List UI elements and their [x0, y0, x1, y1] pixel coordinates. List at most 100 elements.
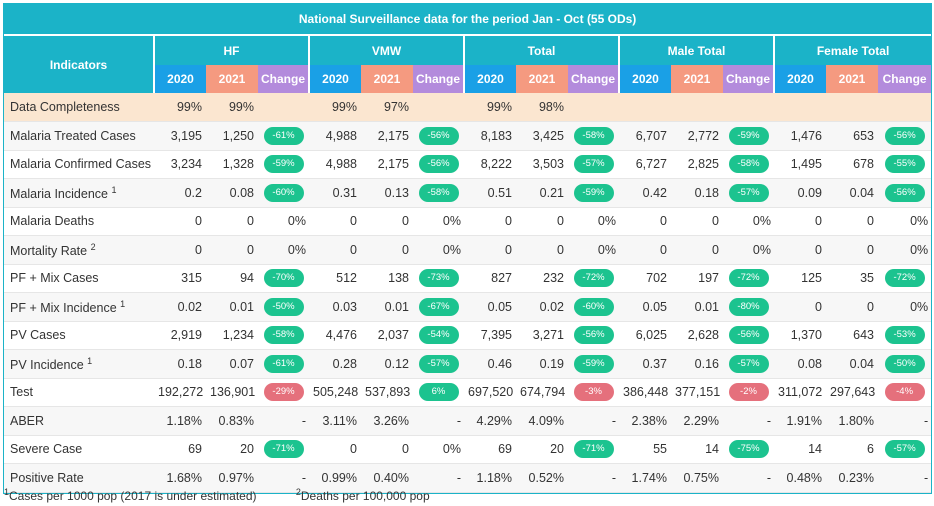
change-cell: -56%: [878, 178, 932, 208]
value-2020: 0: [154, 235, 206, 265]
change-cell: -56%: [413, 121, 464, 151]
change-badge: -60%: [263, 183, 304, 202]
year-header-2020: 2020: [773, 65, 826, 93]
change-cell: -61%: [258, 121, 309, 151]
indicator-label: Positive Rate: [4, 463, 154, 493]
value-2020: 0.51: [464, 178, 516, 208]
value-2021: 0.16: [671, 349, 723, 379]
value-2020: 3,234: [154, 150, 206, 179]
value-2021: 35: [826, 264, 878, 293]
surveillance-table-frame: National Surveillance data for the perio…: [3, 3, 932, 494]
value-2020: 2,919: [154, 321, 206, 350]
value-2021: 0.04: [826, 178, 878, 208]
indicator-label-text: Positive Rate: [10, 470, 84, 485]
change-badge: -80%: [728, 297, 769, 316]
change-cell: -58%: [723, 150, 774, 179]
year-header-2020: 2020: [153, 65, 206, 93]
value-2020: 1,370: [774, 321, 826, 350]
value-2021: 1,250: [206, 121, 258, 151]
value-2021: 20: [516, 435, 568, 464]
value-2020: 1.91%: [774, 406, 826, 436]
footnote-1-marker: 1: [4, 487, 10, 497]
table-row: PV Cases 2,919 1,234 -58% 4,476 2,037 -54% 7,39…: [4, 321, 932, 350]
value-2020: 0: [309, 235, 361, 265]
group-header-hf: HF: [153, 35, 309, 65]
value-2020: 1.68%: [154, 463, 206, 493]
table-row: Malaria Incidence 1 0.2 0.08 -60% 0.31 0.13 -5…: [4, 178, 932, 208]
value-2021: 3,271: [516, 321, 568, 350]
value-2021: 0.12: [361, 349, 413, 379]
value-2020: 386,448: [619, 378, 671, 407]
value-2021: 0.75%: [671, 463, 723, 493]
indicator-label: Malaria Treated Cases: [4, 121, 154, 151]
value-2021: 0.18: [671, 178, 723, 208]
value-2020: 0.03: [309, 292, 361, 322]
value-2021: 0: [516, 235, 568, 265]
change-badge: -59%: [728, 126, 769, 145]
change-badge: -57%: [728, 183, 769, 202]
change-badge: -72%: [884, 269, 925, 288]
value-2021: 98%: [516, 93, 568, 122]
change-cell: -: [568, 406, 619, 436]
value-2021: 0.07: [206, 349, 258, 379]
value-2020: 0: [309, 207, 361, 236]
change-cell: -57%: [878, 435, 932, 464]
value-2020: 697,520: [464, 378, 516, 407]
change-cell: -57%: [568, 150, 619, 179]
value-2020: 8,222: [464, 150, 516, 179]
value-2021: 2,772: [671, 121, 723, 151]
change-cell: -56%: [878, 121, 932, 151]
value-2021: 2,628: [671, 321, 723, 350]
value-2020: 6,727: [619, 150, 671, 179]
change-cell: -4%: [878, 378, 932, 407]
table-body: Data Completeness 99% 99% 99% 97% 99% 98% Malar…: [4, 93, 932, 493]
value-2021: 0: [361, 235, 413, 265]
change-cell: -71%: [258, 435, 309, 464]
value-2020: 702: [619, 264, 671, 293]
value-2021: [671, 93, 723, 122]
value-2021: 0: [516, 207, 568, 236]
change-cell: -72%: [568, 264, 619, 293]
indicator-label-text: Malaria Deaths: [10, 214, 95, 229]
value-2021: 232: [516, 264, 568, 293]
value-2021: 6: [826, 435, 878, 464]
table-row: Data Completeness 99% 99% 99% 97% 99% 98%: [4, 93, 932, 122]
change-cell: -58%: [258, 321, 309, 350]
value-2020: 0.02: [154, 292, 206, 322]
change-badge: -61%: [263, 354, 304, 373]
value-2021: 0: [826, 292, 878, 322]
footnotes: 1Cases per 1000 pop (2017 is under estim…: [4, 487, 466, 503]
value-2020: 4,988: [309, 121, 361, 151]
value-2021: 0.01: [206, 292, 258, 322]
change-cell: 6%: [413, 378, 464, 407]
change-badge: -4%: [884, 383, 925, 402]
value-2020: 0.28: [309, 349, 361, 379]
value-2021: 0.01: [361, 292, 413, 322]
indicator-label: Severe Case: [4, 435, 154, 464]
change-badge: -29%: [263, 383, 304, 402]
value-2020: 99%: [309, 93, 361, 122]
change-badge: -67%: [418, 297, 459, 316]
value-2021: 1,328: [206, 150, 258, 179]
value-2021: 643: [826, 321, 878, 350]
change-cell: [568, 93, 619, 122]
change-cell: -60%: [258, 178, 309, 208]
change-badge: -56%: [728, 326, 769, 345]
footnote-2-text: Deaths per 100,000 pop: [300, 489, 430, 503]
change-cell: -80%: [723, 292, 774, 322]
change-cell: -67%: [413, 292, 464, 322]
change-badge: -61%: [263, 126, 304, 145]
value-2021: 136,901: [206, 378, 258, 407]
change-badge: -70%: [263, 269, 304, 288]
value-2020: 1.74%: [619, 463, 671, 493]
change-badge: -59%: [573, 183, 614, 202]
value-2020: 0.18: [154, 349, 206, 379]
value-2020: 0.46: [464, 349, 516, 379]
value-2021: 537,893: [361, 378, 413, 407]
value-2020: 192,272: [154, 378, 206, 407]
value-2021: 94: [206, 264, 258, 293]
value-2021: 0: [671, 235, 723, 265]
change-badge: -58%: [418, 183, 459, 202]
value-2021: 0.08: [206, 178, 258, 208]
footnote-1: 1Cases per 1000 pop (2017 is under estim…: [4, 487, 257, 503]
